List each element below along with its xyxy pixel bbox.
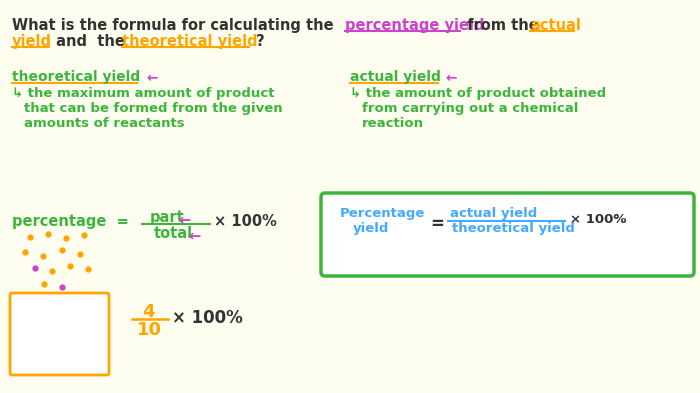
Text: ?: ? — [251, 34, 265, 49]
Text: from the: from the — [462, 18, 544, 33]
Text: × 100%: × 100% — [570, 213, 626, 226]
Text: percentage yield: percentage yield — [345, 18, 484, 33]
Text: ←: ← — [188, 228, 200, 243]
Text: ←: ← — [142, 71, 158, 85]
Text: × 100%: × 100% — [214, 214, 277, 229]
FancyBboxPatch shape — [321, 193, 694, 276]
Text: 4: 4 — [142, 303, 155, 321]
Text: Percentage: Percentage — [340, 207, 426, 220]
Text: actual yield: actual yield — [350, 70, 441, 84]
Text: yield: yield — [12, 34, 52, 49]
Text: actual: actual — [530, 18, 581, 33]
Text: actual yield: actual yield — [450, 207, 538, 220]
Text: percentage  =: percentage = — [12, 214, 129, 229]
Text: theoretical yield: theoretical yield — [122, 34, 258, 49]
Text: × 100%: × 100% — [172, 309, 243, 327]
Text: ↳ the maximum amount of product: ↳ the maximum amount of product — [12, 87, 274, 100]
Text: ←: ← — [441, 71, 458, 85]
Text: =: = — [430, 215, 444, 233]
Text: from carrying out a chemical: from carrying out a chemical — [362, 102, 578, 115]
Text: ←: ← — [178, 212, 190, 227]
FancyBboxPatch shape — [10, 293, 109, 375]
Text: and  the: and the — [51, 34, 130, 49]
Text: theoretical yield: theoretical yield — [12, 70, 140, 84]
Text: part: part — [150, 210, 185, 225]
Text: What is the formula for calculating the: What is the formula for calculating the — [12, 18, 339, 33]
Text: amounts of reactants: amounts of reactants — [24, 117, 185, 130]
Text: ↳ the amount of product obtained: ↳ the amount of product obtained — [350, 87, 606, 100]
Text: total: total — [154, 226, 193, 241]
Text: theoretical yield: theoretical yield — [452, 222, 575, 235]
Text: yield: yield — [353, 222, 389, 235]
Text: that can be formed from the given: that can be formed from the given — [24, 102, 283, 115]
Text: 10: 10 — [137, 321, 162, 339]
Text: reaction: reaction — [362, 117, 424, 130]
